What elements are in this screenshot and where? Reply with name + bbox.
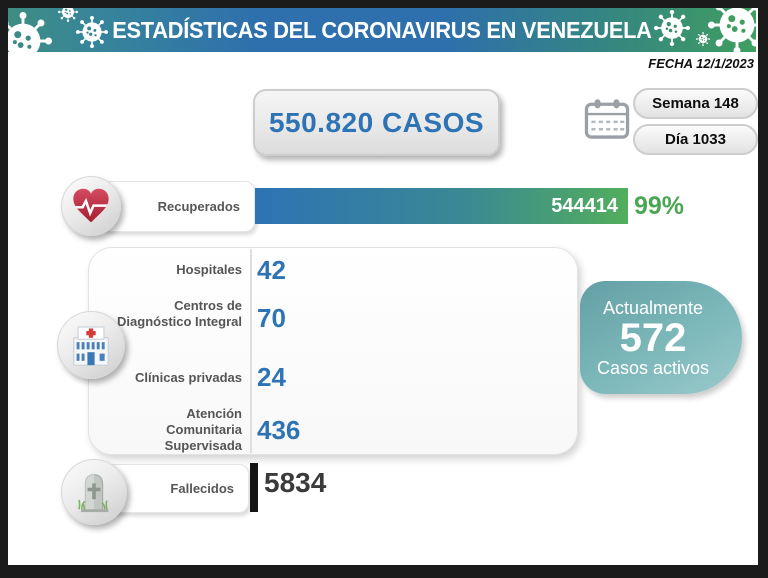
- facility-value: 436: [257, 415, 301, 445]
- virus-icon: [654, 10, 690, 46]
- facility-label: Centros de Diagnóstico Integral: [117, 298, 242, 329]
- recovered-label-box: Recuperados: [102, 181, 255, 232]
- facility-label: Clínicas privadas: [135, 370, 242, 385]
- deceased-bar: [250, 463, 258, 512]
- active-cases-value: 572: [619, 315, 687, 360]
- page-title: ESTADÍSTICAS DEL CORONAVIRUS EN VENEZUEL…: [112, 16, 652, 43]
- recovered-label: Recuperados: [157, 199, 240, 214]
- virus-icon: [708, 8, 756, 52]
- virus-icon: [76, 16, 108, 48]
- facility-label: Atención Comunitaria Supervisada: [164, 406, 242, 453]
- tombstone-badge: [61, 459, 127, 525]
- hospital-icon: [73, 326, 109, 366]
- header-band: ESTADÍSTICAS DEL CORONAVIRUS EN VENEZUEL…: [8, 8, 756, 52]
- total-cases-value: 550.820 CASOS: [268, 106, 485, 138]
- deceased-label-box: Fallecidos: [104, 464, 249, 513]
- total-cases-box: 550.820 CASOS: [253, 89, 500, 156]
- recovered-bar: 544414: [255, 188, 628, 224]
- active-cases-subtitle: Casos activos: [596, 357, 710, 378]
- facility-value: 24: [257, 362, 286, 392]
- heart-pulse-icon: [73, 188, 109, 223]
- active-cases-title: Actualmente: [602, 297, 704, 318]
- panel-divider: [250, 249, 252, 453]
- day-badge: Día 1033: [633, 124, 758, 155]
- calendar-icon: [584, 99, 630, 139]
- virus-icon: [8, 12, 52, 52]
- recovered-value: 544414: [551, 194, 618, 217]
- active-cases-box: Actualmente 572 Casos activos: [580, 281, 742, 394]
- deceased-value: 5834: [264, 467, 327, 498]
- heart-badge: [61, 176, 121, 236]
- facility-value: 42: [257, 255, 286, 285]
- deceased-label: Fallecidos: [170, 481, 234, 496]
- facility-label: Hospitales: [176, 262, 242, 277]
- facility-value: 70: [257, 303, 286, 333]
- week-badge: Semana 148: [633, 88, 758, 119]
- virus-icon: [58, 8, 78, 22]
- tombstone-icon: [78, 474, 109, 513]
- date-label: FECHA 12/1/2023: [648, 56, 754, 71]
- hospital-badge: [57, 311, 125, 379]
- recovered-percent: 99%: [634, 192, 685, 220]
